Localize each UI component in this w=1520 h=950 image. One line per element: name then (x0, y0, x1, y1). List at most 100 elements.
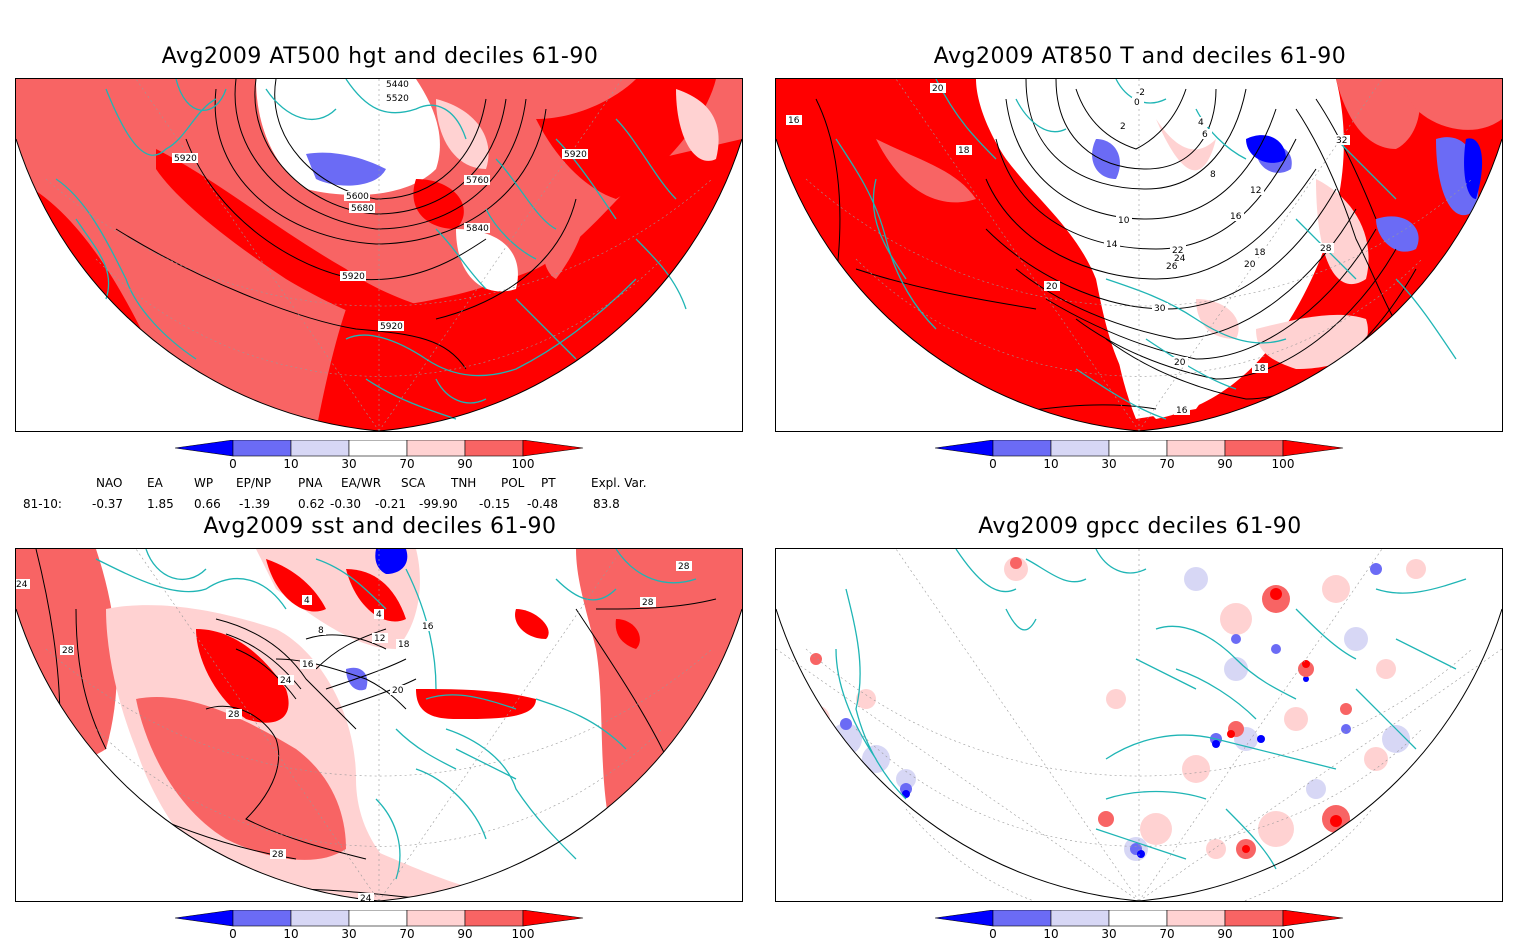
contour-label: 18 (958, 146, 970, 156)
contour-label: 16 (302, 660, 314, 670)
teleconn-row-label: 81-10: (23, 497, 62, 511)
contour-label: 5920 (380, 322, 403, 332)
colorbar-segment (1166, 910, 1226, 927)
colorbar-segment (1166, 440, 1226, 457)
contour-label: 16 (1176, 406, 1188, 416)
colorbar-segment (232, 440, 292, 457)
colorbar-tick: 100 (1271, 457, 1295, 471)
colorbar-tick: 70 (1159, 927, 1175, 941)
contour-label: 20 (1244, 260, 1256, 270)
contour-label: 4 (304, 596, 310, 606)
colorbar-segment (992, 440, 1052, 457)
contour-label: 20 (1046, 282, 1058, 292)
contour-label: -2 (1136, 88, 1145, 98)
colorbar-segment (406, 440, 466, 457)
colorbar-tick: 10 (1043, 457, 1059, 471)
contour-label: 5680 (351, 204, 374, 214)
contour-label: 5920 (342, 272, 365, 282)
contour-label: 24 (360, 894, 372, 901)
contour-label: 18 (1254, 364, 1266, 374)
contour-label: 5920 (174, 154, 197, 164)
teleconn-header: EA (147, 476, 163, 490)
teleconn-header: PNA (298, 476, 323, 490)
colorbar-segment (1224, 440, 1284, 457)
contour-label: 5920 (564, 150, 587, 160)
teleconn-header: EA/WR (341, 476, 382, 490)
contour-label: 28 (1320, 244, 1332, 254)
contour-label: 28 (642, 598, 654, 608)
colorbar-segment (348, 440, 408, 457)
contour-label: 0 (1134, 98, 1140, 108)
colorbar-segment (464, 440, 524, 457)
colorbar-segment (1108, 910, 1168, 927)
contour-label: 28 (228, 710, 240, 720)
teleconn-value: -0.30 (330, 497, 362, 511)
colorbar-tick: 10 (283, 927, 299, 941)
teleconn-header: SCA (401, 476, 426, 490)
contour-label: 4 (376, 610, 382, 620)
teleconn-value: 0.66 (194, 497, 221, 511)
colorbar-segment (1050, 910, 1110, 927)
teleconn-value: -0.37 (92, 497, 124, 511)
teleconn-header: PT (541, 476, 556, 490)
colorbar-tick: 10 (283, 457, 299, 471)
contour-label: 4 (1198, 118, 1204, 128)
contour-label: 16 (788, 116, 800, 126)
colorbar-tick: 30 (1101, 457, 1117, 471)
teleconn-header: Expl. Var. (591, 476, 647, 490)
colorbar-segment (522, 910, 584, 927)
panel-title-500hgt: Avg2009 AT500 hgt and deciles 61-90 (161, 44, 599, 69)
contour-label: 6 (1202, 130, 1208, 140)
colorbar-tick: 100 (511, 927, 535, 941)
colorbar-tick: 30 (341, 927, 357, 941)
contour-label: 8 (318, 626, 324, 636)
teleconnection-table: NAO EA WP EP/NP PNA EA/WR SCA TNH POL PT… (0, 476, 760, 516)
contour-label: 20 (932, 84, 944, 94)
map-panel-500hgt: 5440 5520 5600 5680 5760 5840 5920 5920 … (15, 78, 743, 432)
colorbar-segment (175, 910, 234, 927)
colorbar-bottom-left: 0 10 30 70 90 100 (175, 910, 585, 950)
contour-label: 5600 (346, 192, 369, 202)
contour-label: 22 (1172, 246, 1183, 256)
contour-label: 16 (1230, 212, 1242, 222)
colorbar-segment (992, 910, 1052, 927)
colorbar-tick: 100 (1271, 927, 1295, 941)
teleconn-value: -0.21 (375, 497, 407, 511)
contour-label: 24 (16, 580, 28, 590)
colorbar-segment (522, 440, 584, 457)
contour-label: 20 (392, 686, 404, 696)
colorbar-top-left: 0 10 30 70 90 100 (175, 440, 585, 480)
teleconn-value: 0.62 (298, 497, 325, 511)
colorbar-segment (232, 910, 292, 927)
panel-title-850t: Avg2009 AT850 T and deciles 61-90 (933, 44, 1347, 69)
contour-label: 12 (374, 634, 385, 644)
teleconn-value: 1.85 (147, 497, 174, 511)
teleconn-header: POL (501, 476, 525, 490)
contour-label: 5760 (466, 176, 489, 186)
colorbar-tick: 10 (1043, 927, 1059, 941)
teleconn-value: -0.48 (527, 497, 559, 511)
teleconn-value: 83.8 (593, 497, 620, 511)
contour-label: 12 (1250, 186, 1261, 196)
contour-label: 8 (1210, 170, 1216, 180)
contour-label: 5440 (386, 80, 409, 90)
colorbar-tick: 0 (989, 927, 997, 941)
colorbar-segment (1282, 910, 1344, 927)
contour-label: 24 (1174, 254, 1186, 264)
colorbar-tick: 70 (399, 457, 415, 471)
contour-label: 26 (1166, 262, 1178, 272)
teleconn-header: NAO (96, 476, 123, 490)
teleconn-header: WP (194, 476, 214, 490)
contour-label: 30 (1154, 304, 1166, 314)
contour-label: 24 (280, 676, 292, 686)
teleconn-value: -99.90 (419, 497, 458, 511)
colorbar-tick: 70 (399, 927, 415, 941)
contour-label: 5840 (466, 224, 489, 234)
contour-label: 28 (272, 850, 284, 860)
contour-label: 14 (1106, 240, 1118, 250)
colorbar-tick: 30 (341, 457, 357, 471)
colorbar-segment (1224, 910, 1284, 927)
panel-title-sst: Avg2009 sst and deciles 61-90 (203, 514, 557, 539)
colorbar-tick: 90 (1217, 457, 1233, 471)
contour-label: 5520 (386, 94, 409, 104)
